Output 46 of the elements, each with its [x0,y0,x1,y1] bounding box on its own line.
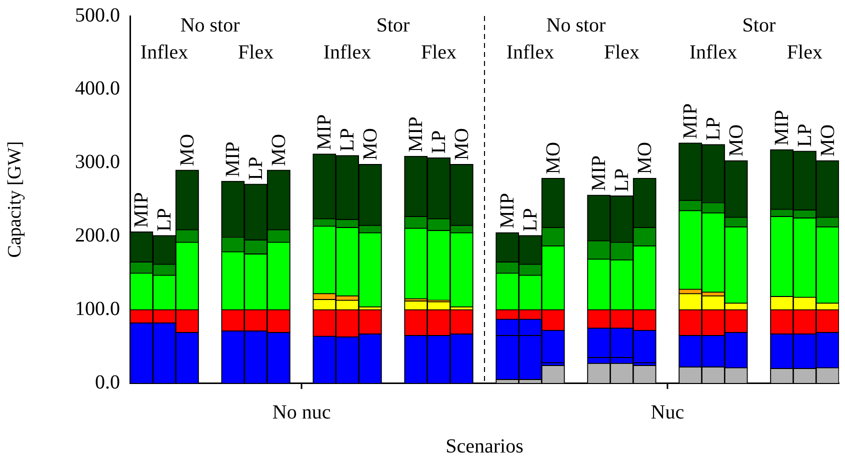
x-tick-label: LP [610,168,633,192]
x-tick-label: MO [268,134,290,166]
annotation: No stor [546,14,606,36]
x-tick-label: MIP [771,110,794,146]
x-tick-label: MO [359,128,382,160]
x-tick-label: LP [428,130,450,154]
x-tick-label: MO [725,124,748,157]
x-tick-label: MIP [130,192,153,228]
y-tick-label: 100.0 [75,298,120,320]
x-tick-label: MO [450,128,473,160]
annotation: Inflex [140,41,188,64]
annotation: Stor [376,14,410,36]
x-tick-label: MIP [405,116,428,152]
annotation: Inflex [323,41,372,64]
x-tick-label: MO [542,142,564,174]
x-tick-label: MO [634,142,656,174]
x-tick-label: MIP [314,114,336,150]
text: Nuc [650,401,684,424]
annotation: No stor [180,14,240,36]
x-tick-label: MIP [680,103,702,139]
x-tick-label: MO [176,134,198,166]
x-tick-label: LP [794,124,816,148]
annotation: Flex [786,41,822,64]
x-tick-label: MIP [496,192,519,229]
y-tick-label: 200.0 [75,224,120,246]
y-axis-title: Capacity [GW] [4,141,26,258]
annotation: Flex [604,41,640,64]
x-tick-label: LP [154,208,176,232]
annotation: Flex [238,41,274,64]
x-axis-title: Scenarios [446,435,524,458]
annotation: Inflex [506,41,554,64]
x-tick-label: MO [816,124,839,157]
x-tick-label: LP [245,156,268,180]
annotation: Inflex [689,41,738,64]
y-tick-label: 0.0 [95,371,120,394]
y-tick-label: 300.0 [75,151,120,174]
x-tick-label: MIP [588,156,610,192]
y-tick-label: 400.0 [75,78,120,100]
text: No nuc [272,401,331,424]
x-tick-label: LP [336,128,359,152]
y-tick-label: 500.0 [75,4,120,26]
x-tick-label: LP [519,208,542,232]
x-tick-label: MIP [222,142,244,178]
annotation: Flex [420,41,457,64]
annotation: Stor [742,14,776,36]
x-tick-label: LP [702,117,724,140]
